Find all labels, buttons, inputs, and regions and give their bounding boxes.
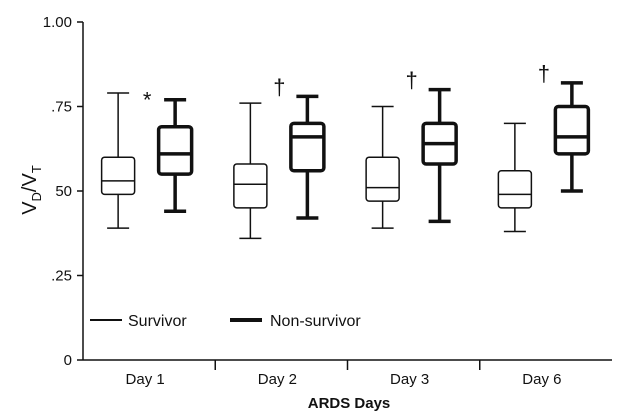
x-tick-label: Day 1 [126, 371, 165, 388]
box-non-survivor-day-1 [156, 97, 194, 214]
axes: 1.00 .75 50 .25 0 Day 1 Day 2 Day 3 Day 6 [43, 14, 612, 388]
box-survivor-day-6 [497, 122, 533, 233]
y-tick-label: 1.00 [43, 14, 72, 31]
box-iqr [156, 125, 194, 176]
legend-label-non-survivor: Non-survivor [270, 313, 361, 330]
legend: Survivor Non-survivor [90, 313, 361, 330]
significance-mark: † [538, 61, 550, 86]
y-tick-label: 0 [64, 352, 72, 369]
significance-mark: † [406, 68, 418, 93]
y-tick-label: .25 [51, 268, 72, 285]
x-tick-label: Day 6 [522, 371, 561, 388]
box-non-survivor-day-6 [553, 81, 591, 193]
box-non-survivor-day-2 [289, 94, 326, 220]
box-iqr [553, 104, 591, 156]
x-tick-label: Day 3 [390, 371, 429, 388]
x-axis-label: ARDS Days [308, 395, 391, 412]
box-survivor-day-2 [233, 102, 268, 240]
box-iqr [365, 156, 400, 202]
y-axis-label: VD/VT [19, 165, 44, 215]
chart-marks: * † † † [100, 61, 591, 240]
box-iqr [289, 121, 326, 173]
box-non-survivor-day-3 [421, 87, 458, 224]
box-survivor-day-3 [365, 105, 400, 229]
y-tick-label: .75 [51, 99, 72, 116]
significance-mark: * [143, 88, 152, 113]
box-iqr [100, 156, 136, 196]
y-tick-label: 50 [55, 183, 72, 200]
box-survivor-day-1 [100, 92, 136, 229]
legend-label-survivor: Survivor [128, 313, 187, 330]
x-tick-label: Day 2 [258, 371, 297, 388]
box-iqr [233, 163, 268, 209]
box-iqr [497, 169, 533, 209]
significance-mark: † [273, 74, 285, 99]
